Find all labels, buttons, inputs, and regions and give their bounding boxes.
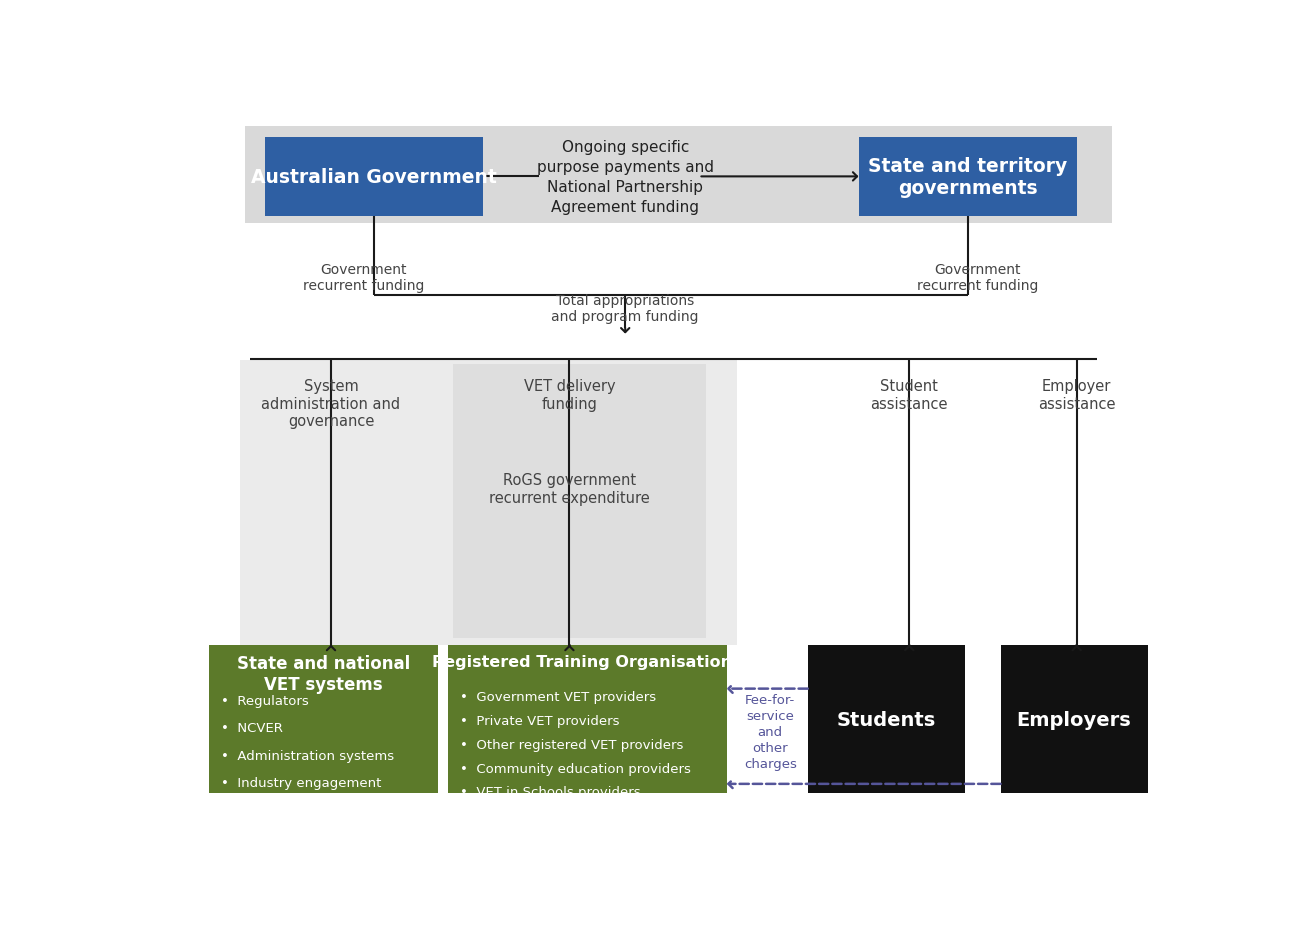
- FancyBboxPatch shape: [245, 126, 1113, 224]
- FancyBboxPatch shape: [1000, 646, 1148, 794]
- Text: •  Community education providers: • Community education providers: [459, 762, 691, 775]
- FancyBboxPatch shape: [808, 646, 965, 794]
- Text: State and national
VET systems: State and national VET systems: [237, 654, 410, 693]
- Text: RoGS government
recurrent expenditure: RoGS government recurrent expenditure: [490, 473, 649, 505]
- Text: Ongoing specific
purpose payments and
National Partnership
Agreement funding: Ongoing specific purpose payments and Na…: [537, 140, 713, 214]
- FancyBboxPatch shape: [240, 361, 737, 646]
- Text: •  Other registered VET providers: • Other registered VET providers: [459, 738, 683, 751]
- Text: Students: Students: [836, 710, 936, 729]
- Text: VET delivery
funding: VET delivery funding: [524, 379, 615, 411]
- Text: •  VET in Schools providers: • VET in Schools providers: [459, 785, 640, 798]
- Text: Student
assistance: Student assistance: [870, 379, 948, 411]
- Text: Government
recurrent funding: Government recurrent funding: [918, 262, 1038, 292]
- FancyBboxPatch shape: [209, 646, 437, 794]
- FancyBboxPatch shape: [453, 364, 707, 638]
- Text: Employers: Employers: [1017, 710, 1131, 729]
- Text: Employer
assistance: Employer assistance: [1038, 379, 1115, 411]
- Text: •  NCVER: • NCVER: [221, 722, 283, 735]
- FancyBboxPatch shape: [264, 138, 483, 217]
- Text: •  Industry engagement: • Industry engagement: [221, 776, 382, 789]
- Text: Total appropriations
and program funding: Total appropriations and program funding: [551, 293, 699, 324]
- Text: Australian Government: Australian Government: [251, 168, 497, 186]
- Text: •  Government VET providers: • Government VET providers: [459, 691, 656, 703]
- FancyBboxPatch shape: [448, 646, 726, 794]
- Text: Fee-for-
service
and
other
charges: Fee-for- service and other charges: [744, 694, 797, 770]
- Text: •  Private VET providers: • Private VET providers: [459, 714, 619, 727]
- Text: Government
recurrent funding: Government recurrent funding: [304, 262, 424, 292]
- Text: State and territory
governments: State and territory governments: [868, 156, 1067, 197]
- Text: Registered Training Organisations: Registered Training Organisations: [432, 654, 742, 669]
- Text: •  Regulators: • Regulators: [221, 694, 309, 707]
- Text: •  Administration systems: • Administration systems: [221, 749, 394, 762]
- Text: System
administration and
governance: System administration and governance: [262, 379, 401, 429]
- FancyBboxPatch shape: [859, 138, 1077, 217]
